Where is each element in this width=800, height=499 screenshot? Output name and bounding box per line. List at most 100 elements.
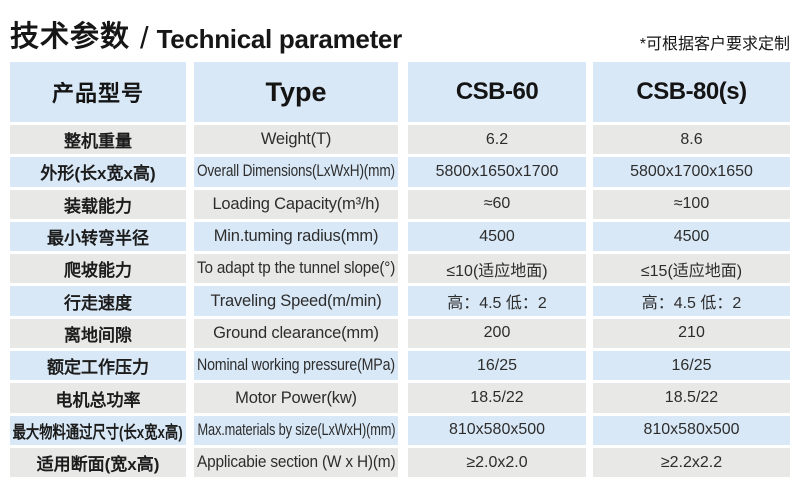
cell-value-csb80: ≥2.2x2.2 [593, 447, 790, 478]
cell-value-csb60: 4500 [408, 221, 586, 252]
value-csb60: 200 [483, 324, 511, 342]
cell-param-cn: 外形(长x宽x高) [10, 157, 186, 187]
cell-param-en: Applicabie section (W x H)(m) [194, 447, 398, 478]
cell-param-en: Traveling Speed(m/min) [194, 286, 398, 316]
header-product-model-label: 产品型号 [51, 81, 144, 106]
value-csb60: 5800x1650x1700 [435, 162, 559, 180]
cell-param-cn: 装载能力 [10, 189, 186, 219]
cell-param-cn: 行走速度 [10, 286, 186, 316]
value-csb60: 18.5/22 [470, 389, 524, 407]
value-csb60: ≈60 [483, 195, 511, 213]
param-name-en: To adapt tp the tunnel slope(°) [196, 259, 396, 278]
cell-param-en: Max.materials by size(LxWxH)(mm) [194, 415, 398, 445]
title-cn: 技术参数 [10, 21, 131, 53]
cell-param-en: Loading Capacity(m³/h) [194, 189, 398, 219]
param-name-cn: 适用断面(宽x高) [36, 455, 160, 475]
param-name-cn: 爬坡能力 [64, 261, 132, 281]
cell-param-cn: 爬坡能力 [10, 254, 186, 284]
page-header: 技术参数 / Technical parameter *可根据客户要求定制 [0, 0, 800, 58]
param-name-cn: 最大物料通过尺寸(长x宽x高) [12, 422, 184, 442]
value-csb80: 810x580x500 [643, 421, 740, 439]
table-row: 行走速度 Traveling Speed(m/min) 高：4.5 低：2 高：… [10, 286, 790, 316]
param-name-cn: 装载能力 [64, 196, 132, 216]
cell-param-en: Weight(T) [194, 125, 398, 155]
table-row: 爬坡能力 To adapt tp the tunnel slope(°) ≤10… [10, 254, 790, 284]
value-csb60: 16/25 [476, 356, 518, 374]
cell-param-cn: 最小转弯半径 [10, 221, 186, 252]
param-name-en: Min.tuming radius(mm) [213, 227, 379, 246]
header-model-csb60-label: CSB-60 [455, 78, 539, 105]
table-row: 最大物料通过尺寸(长x宽x高) Max.materials by size(Lx… [10, 415, 790, 445]
cell-param-en: Nominal working pressure(MPa) [194, 351, 398, 381]
header-cell-type: Type [194, 62, 398, 122]
cell-value-csb60: ≈60 [408, 189, 586, 219]
title-separator: / [140, 20, 149, 55]
cell-value-csb60: 18.5/22 [408, 383, 586, 413]
param-name-cn: 电机总功率 [55, 390, 141, 410]
header-model-csb80-label: CSB-80(s) [636, 78, 747, 105]
param-name-en: Loading Capacity(m³/h) [212, 194, 380, 213]
cell-param-en: Overall Dimensions(LxWxH)(mm) [194, 157, 398, 187]
param-name-en: Weight(T) [260, 130, 332, 149]
value-csb60: 810x580x500 [448, 421, 546, 439]
value-csb80: 16/25 [671, 356, 712, 374]
cell-value-csb80: 4500 [593, 221, 790, 252]
table-row: 电机总功率 Motor Power(kw) 18.5/22 18.5/22 [10, 383, 790, 413]
table-row: 额定工作压力 Nominal working pressure(MPa) 16/… [10, 351, 790, 381]
cell-value-csb80: ≈100 [593, 189, 790, 219]
param-name-en: Motor Power(kw) [235, 388, 357, 407]
cell-value-csb60: 5800x1650x1700 [408, 157, 586, 187]
value-csb80: ≥2.2x2.2 [660, 453, 723, 471]
value-csb80: 4500 [673, 227, 710, 245]
value-csb80: 210 [678, 324, 705, 342]
param-name-en: Max.materials by size(LxWxH)(mm) [197, 420, 395, 439]
table-row: 装载能力 Loading Capacity(m³/h) ≈60 ≈100 [10, 189, 790, 219]
value-csb60: 高：4.5 低：2 [447, 295, 547, 313]
cell-param-cn: 电机总功率 [10, 383, 186, 413]
table-row: 外形(长x宽x高) Overall Dimensions(LxWxH)(mm) … [10, 157, 790, 187]
cell-param-en: Min.tuming radius(mm) [194, 221, 398, 252]
param-name-cn: 行走速度 [64, 293, 132, 313]
page-title: 技术参数 / Technical parameter [10, 21, 402, 58]
cell-param-cn: 适用断面(宽x高) [10, 447, 186, 478]
param-name-en: Nominal working pressure(MPa) [197, 356, 395, 375]
cell-value-csb80: 810x580x500 [593, 415, 790, 445]
technical-parameter-table: 产品型号 Type CSB-60 CSB-80(s) 整机重量 Weight(T… [10, 62, 790, 478]
param-name-cn: 整机重量 [64, 132, 132, 152]
cell-param-en: Ground clearance(mm) [194, 318, 398, 349]
cell-value-csb80: 高：4.5 低：2 [593, 286, 790, 316]
cell-value-csb60: 6.2 [408, 125, 586, 155]
cell-value-csb60: ≤10(适应地面) [408, 254, 586, 284]
cell-param-en: Motor Power(kw) [194, 383, 398, 413]
table-row: 最小转弯半径 Min.tuming radius(mm) 4500 4500 [10, 221, 790, 252]
cell-param-cn: 最大物料通过尺寸(长x宽x高) [10, 415, 186, 445]
cell-param-en: To adapt tp the tunnel slope(°) [194, 254, 398, 284]
value-csb60: ≥2.0x2.0 [466, 453, 528, 471]
header-cell-product-model: 产品型号 [10, 62, 186, 122]
param-name-en: Applicabie section (W x H)(m) [196, 453, 396, 472]
param-name-en: Traveling Speed(m/min) [210, 291, 382, 310]
param-name-en: Overall Dimensions(LxWxH)(mm) [197, 162, 395, 181]
value-csb80: 8.6 [680, 130, 703, 148]
value-csb60: ≤10(适应地面) [446, 262, 548, 280]
header-cell-csb60: CSB-60 [408, 62, 586, 122]
cell-param-cn: 额定工作压力 [10, 351, 186, 381]
param-name-cn: 外形(长x宽x高) [40, 164, 156, 184]
value-csb80: 高：4.5 低：2 [641, 295, 742, 313]
cell-value-csb60: 高：4.5 低：2 [408, 286, 586, 316]
param-name-cn: 最小转弯半径 [47, 229, 149, 249]
cell-value-csb80: 18.5/22 [593, 383, 790, 413]
customization-note: *可根据客户要求定制 [639, 36, 790, 53]
table-row: 适用断面(宽x高) Applicabie section (W x H)(m) … [10, 447, 790, 478]
cell-value-csb60: 200 [408, 318, 586, 349]
param-name-cn: 离地间隙 [64, 325, 132, 345]
value-csb80: 18.5/22 [664, 389, 719, 407]
value-csb80: ≈100 [673, 195, 710, 213]
value-csb80: 5800x1700x1650 [630, 162, 753, 180]
cell-param-cn: 离地间隙 [10, 318, 186, 349]
header-type-label: Type [265, 76, 327, 107]
param-name-en: Ground clearance(mm) [213, 323, 379, 342]
table-row: 整机重量 Weight(T) 6.2 8.6 [10, 125, 790, 155]
cell-value-csb60: ≥2.0x2.0 [408, 447, 586, 478]
